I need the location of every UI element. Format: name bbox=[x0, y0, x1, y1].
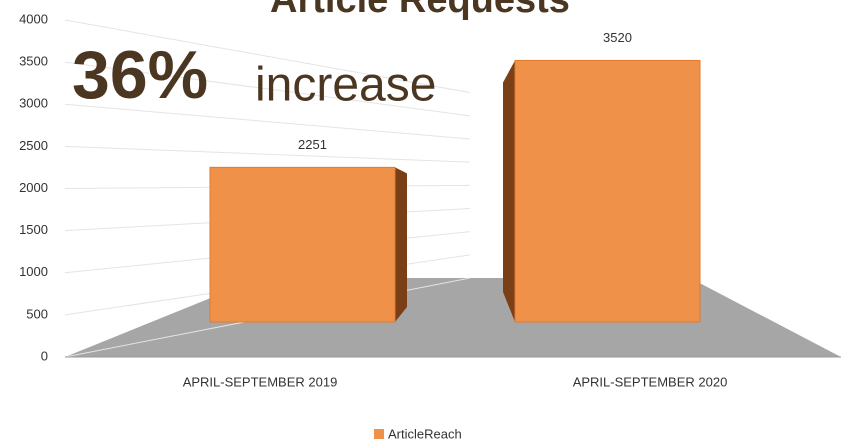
y-tick-label: 4000 bbox=[19, 11, 48, 26]
legend-swatch bbox=[374, 429, 384, 439]
y-tick-label: 1000 bbox=[19, 264, 48, 279]
y-tick-label: 1500 bbox=[19, 222, 48, 237]
x-tick-label: APRIL-SEPTEMBER 2020 bbox=[573, 374, 728, 389]
bars bbox=[209, 59, 701, 323]
floor bbox=[65, 278, 841, 357]
bar bbox=[209, 166, 396, 323]
grid-line bbox=[64, 145, 471, 163]
y-tick-label: 0 bbox=[41, 348, 48, 363]
legend-label: ArticleReach bbox=[388, 426, 462, 441]
value-label: 3520 bbox=[603, 30, 632, 45]
chart-title: Article Requests bbox=[270, 0, 570, 21]
y-tick-label: 3500 bbox=[19, 54, 48, 69]
y-tick-label: 3000 bbox=[19, 96, 48, 111]
annotation-percent: 36% bbox=[72, 37, 208, 113]
y-tick-label: 2000 bbox=[19, 180, 48, 195]
grid-line bbox=[64, 61, 471, 117]
bar-side bbox=[503, 60, 515, 322]
y-tick-label: 2500 bbox=[19, 138, 48, 153]
value-label: 2251 bbox=[298, 137, 327, 152]
grid-line bbox=[64, 19, 471, 94]
bar-side bbox=[395, 167, 407, 322]
annotation-text: increase bbox=[255, 59, 436, 112]
grid-line bbox=[64, 103, 471, 140]
bar bbox=[514, 59, 701, 323]
y-tick-label: 500 bbox=[26, 306, 48, 321]
x-tick-label: APRIL-SEPTEMBER 2019 bbox=[183, 374, 338, 389]
